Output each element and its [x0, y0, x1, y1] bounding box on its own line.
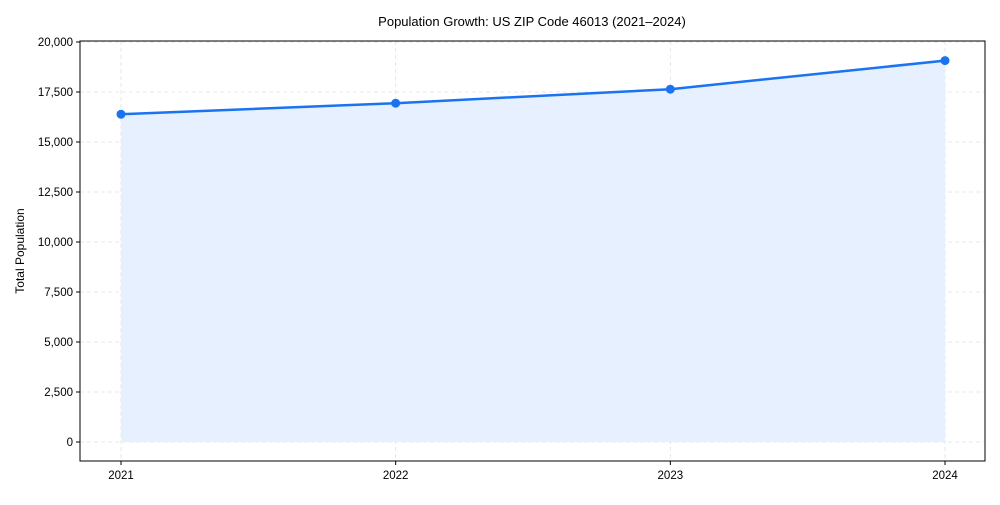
chart-title: Population Growth: US ZIP Code 46013 (20…	[378, 14, 686, 29]
y-tick-label: 5,000	[44, 337, 73, 349]
data-point	[940, 56, 950, 66]
y-tick-label: 12,500	[38, 187, 73, 199]
data-point	[116, 109, 126, 119]
data-point	[391, 98, 401, 108]
y-tick-label: 7,500	[44, 287, 73, 299]
x-tick-label: 2022	[383, 470, 409, 482]
x-tick-label: 2024	[932, 470, 958, 482]
x-tick-label: 2023	[658, 470, 684, 482]
area-layer	[116, 56, 950, 442]
y-tick-label: 10,000	[38, 237, 73, 249]
y-axis-label: Total Population	[13, 208, 27, 293]
data-point	[665, 84, 675, 94]
y-tick-label: 2,500	[44, 387, 73, 399]
y-tick-label: 15,000	[38, 137, 73, 149]
series-line	[120, 59, 946, 116]
plot-frame	[79, 40, 986, 462]
ticks: 0 2,500 5,000 7,500 10,000 12,500 15,000 17,500…	[38, 37, 959, 482]
y-tick-label: 0	[67, 437, 73, 449]
x-tick-label: 2021	[108, 470, 134, 482]
y-tick-label: 20,000	[38, 37, 73, 49]
area-fill	[121, 60, 945, 442]
y-tick-label: 17,500	[38, 87, 73, 99]
